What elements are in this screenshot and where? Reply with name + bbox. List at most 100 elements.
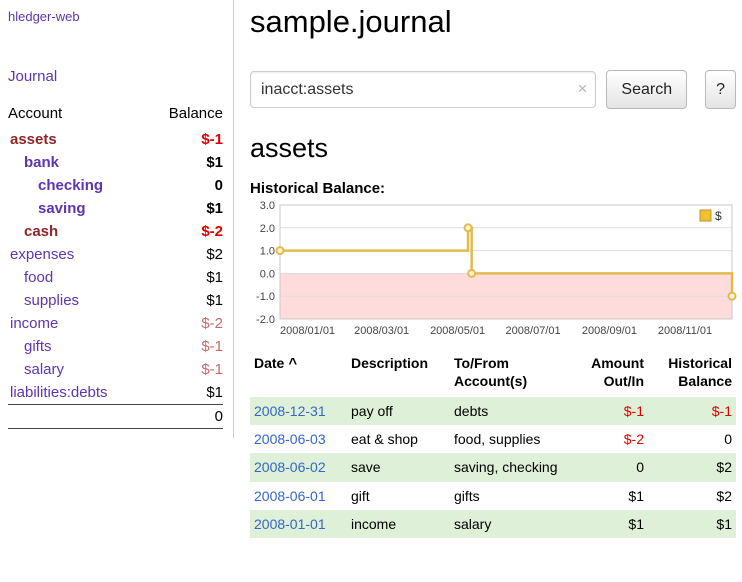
account-link-supplies[interactable]: supplies: [24, 292, 80, 309]
svg-text:2008/11/01: 2008/11/01: [658, 325, 712, 337]
transaction-amount: $1: [628, 487, 644, 504]
chart-title: Historical Balance:: [250, 180, 386, 197]
transaction-accounts: salary: [454, 515, 492, 532]
account-balance: $1: [206, 292, 223, 309]
account-balance: $-2: [201, 223, 223, 240]
account-row: bank $1: [8, 151, 223, 174]
search-button[interactable]: Search: [606, 70, 688, 109]
account-link-gifts[interactable]: gifts: [24, 338, 52, 355]
account-link-checking[interactable]: checking: [38, 177, 104, 194]
account-row: expenses $2: [8, 243, 223, 266]
transaction-row: 2008-01-01 income salary $1 $1: [250, 509, 736, 538]
sidebar-divider: [233, 0, 234, 438]
account-link-bank[interactable]: bank: [24, 154, 60, 171]
chart-svg: 3.0 2.0 1.0 0.0 -1.0 -2.0 2008/01/01 2008/03/01…: [256, 200, 737, 337]
app-title-link[interactable]: hledger-web: [8, 9, 80, 24]
transaction-amount: $-1: [623, 403, 644, 419]
account-row: saving $1: [8, 197, 223, 220]
svg-text:$: $: [715, 209, 722, 223]
transaction-description: eat & shop: [351, 431, 418, 448]
account-link-expenses[interactable]: expenses: [10, 246, 75, 263]
account-link-assets[interactable]: assets: [10, 131, 57, 148]
search-form: × Search ?: [250, 70, 736, 109]
account-row: salary $-1: [8, 358, 223, 381]
account-row: cash $-2: [8, 220, 223, 243]
transaction-description: gift: [351, 487, 370, 504]
sidebar: hledger-web Journal Account Balance asse…: [0, 0, 233, 429]
account-balance: $-1: [201, 338, 223, 355]
transaction-accounts: debts: [454, 403, 489, 419]
page-title: sample.journal: [250, 4, 452, 39]
register-header-description: Description: [351, 355, 429, 371]
svg-text:2008/03/01: 2008/03/01: [354, 325, 409, 337]
svg-text:2008/01/01: 2008/01/01: [280, 325, 335, 337]
transaction-amount: 0: [636, 459, 644, 476]
account-balance: 0: [214, 177, 223, 194]
transaction-date-link[interactable]: 2008-06-03: [254, 431, 326, 448]
search-input[interactable]: [250, 71, 597, 108]
account-link-salary[interactable]: salary: [24, 361, 65, 378]
svg-text:2008/07/01: 2008/07/01: [506, 325, 561, 337]
transaction-date-link[interactable]: 2008-12-31: [254, 403, 326, 419]
transaction-accounts: gifts: [454, 487, 480, 504]
account-row: supplies $1: [8, 289, 223, 312]
account-row: food $1: [8, 266, 223, 289]
help-button[interactable]: ?: [705, 70, 736, 109]
main-content: sample.journal × Search ? assets Histori…: [234, 0, 742, 538]
accounts-table: Account Balance assets $-1 bank $1 checking 0…: [8, 101, 223, 429]
accounts-total-row: 0: [8, 404, 223, 429]
account-heading: assets: [250, 133, 329, 163]
search-field-wrap: ×: [250, 71, 597, 108]
account-balance: $1: [206, 269, 223, 286]
transaction-description: save: [351, 459, 381, 476]
register-header-to-from-account-s-: To/From Account(s): [454, 355, 528, 389]
svg-text:3.0: 3.0: [260, 200, 275, 212]
transaction-date-cell: 2008-06-02: [250, 453, 347, 481]
svg-text:2008/09/01: 2008/09/01: [582, 325, 637, 337]
transaction-amount: $-2: [623, 431, 644, 448]
account-balance: $1: [206, 384, 223, 401]
transaction-date-cell: 2008-06-03: [250, 425, 347, 453]
accounts-header-account: Account: [8, 105, 63, 122]
transaction-date-cell: 2008-06-01: [250, 482, 347, 510]
transaction-balance: $1: [716, 515, 732, 532]
register-header-date[interactable]: Date ^: [254, 355, 298, 372]
account-row: assets $-1: [8, 128, 223, 151]
register-header-row: Date ^ Description To/From Account(s) Amount…: [250, 353, 736, 397]
transaction-date-link[interactable]: 2008-06-01: [254, 487, 326, 504]
account-link-liabilities-debts[interactable]: liabilities:debts: [10, 384, 108, 401]
account-row: liabilities:debts $1: [8, 381, 223, 405]
accounts-header-row: Account Balance: [8, 101, 223, 128]
svg-text:2.0: 2.0: [260, 223, 275, 235]
register-table: Date ^ Description To/From Account(s) Amount…: [250, 353, 736, 538]
svg-text:-1.0: -1.0: [256, 291, 275, 303]
transaction-date-link[interactable]: 2008-06-02: [254, 459, 326, 476]
transaction-amount: $1: [628, 515, 644, 532]
transaction-balance: 0: [724, 431, 732, 448]
transaction-balance: $2: [716, 487, 732, 504]
svg-text:-2.0: -2.0: [256, 314, 275, 326]
transaction-date-cell: 2008-12-31: [250, 397, 347, 425]
transaction-description: pay off: [351, 403, 393, 419]
transaction-row: 2008-06-03 eat & shop food, supplies $-2 0: [250, 425, 736, 453]
transaction-description: income: [351, 515, 397, 532]
accounts-total-balance: 0: [8, 404, 223, 429]
account-row: income $-2: [8, 312, 223, 335]
account-link-food[interactable]: food: [24, 269, 54, 286]
transaction-date-cell: 2008-01-01: [250, 510, 347, 538]
account-link-cash[interactable]: cash: [24, 223, 59, 240]
transaction-accounts: saving, checking: [454, 459, 558, 476]
account-link-saving[interactable]: saving: [38, 200, 86, 217]
clear-search-icon[interactable]: ×: [577, 79, 588, 98]
sidebar-item-journal[interactable]: Journal: [8, 68, 58, 85]
account-link-income[interactable]: income: [10, 315, 59, 332]
register-header-historical-balance: Historical Balance: [668, 355, 732, 389]
transaction-row: 2008-12-31 pay off debts $-1 $-1: [250, 397, 736, 426]
transaction-row: 2008-06-02 save saving, checking 0 $2: [250, 453, 736, 482]
transaction-date-link[interactable]: 2008-01-01: [254, 515, 326, 532]
account-balance: $-1: [201, 361, 223, 378]
register-header-amount-out-in: Amount Out/In: [591, 355, 644, 389]
transaction-accounts: food, supplies: [454, 431, 541, 448]
svg-text:2008/05/01: 2008/05/01: [430, 325, 485, 337]
accounts-header-balance: Balance: [168, 105, 223, 122]
